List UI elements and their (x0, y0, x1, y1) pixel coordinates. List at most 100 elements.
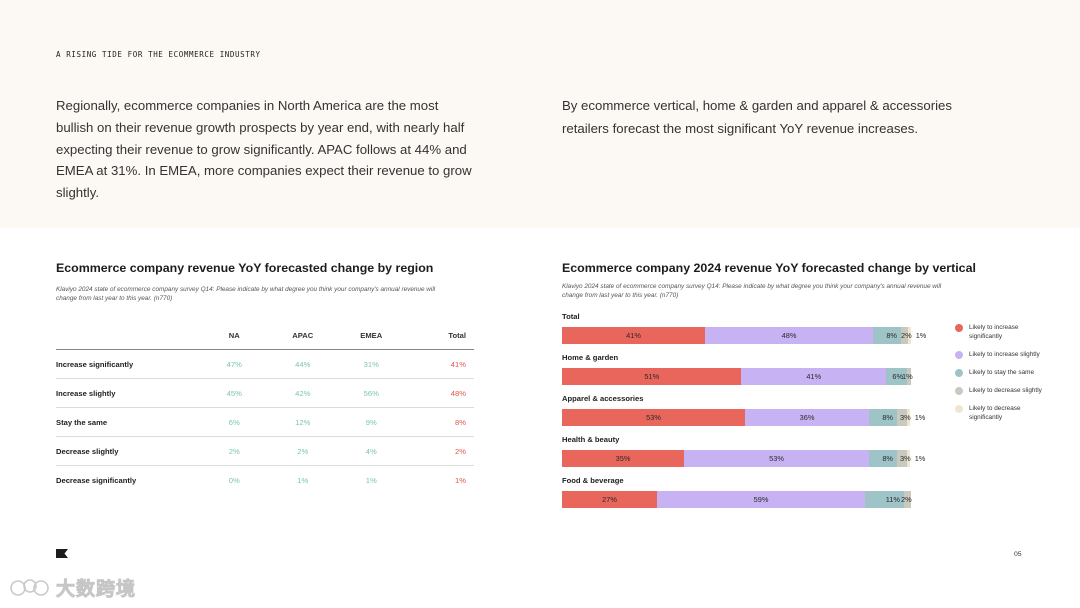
cell-value: 44% (295, 359, 311, 369)
bar-segment (904, 491, 911, 508)
cell-value: 12% (295, 417, 311, 427)
bar-segment: 8% (873, 327, 901, 344)
cell-value: 42% (295, 388, 311, 398)
bar-segment (897, 450, 907, 467)
legend-label: Likely to decrease slightly (969, 387, 1042, 394)
cell-total: 41% (450, 359, 466, 369)
watermark: 大数跨境 (8, 574, 136, 601)
row-label: Stay the same (56, 417, 108, 427)
column-header-apac: APAC (292, 331, 314, 340)
stacked-bar: 51% 41% 6% (562, 368, 911, 385)
page-number: 05 (1014, 551, 1022, 558)
table-row: Decrease slightly 2% 2% 4% 2% (56, 437, 474, 466)
intro-band (0, 0, 1080, 228)
table-row: Decrease significantly 0% 1% 1% 1% (56, 466, 474, 495)
bar-segment (907, 450, 910, 467)
bar-segment-label: 1% (914, 454, 926, 463)
legend-label: Likely to stay the same (969, 369, 1035, 376)
section-eyebrow: A RISING TIDE FOR THE ECOMMERCE INDUSTRY (56, 50, 261, 59)
column-header-emea: EMEA (360, 331, 383, 340)
bar-segment: 53% (684, 450, 869, 467)
legend-swatch (955, 351, 963, 359)
bar-segment-label: 2% (901, 331, 912, 340)
bar-segment: 36% (745, 409, 869, 426)
table-row: Increase significantly 47% 44% 31% 41% (56, 350, 474, 379)
watermark-logo-icon (10, 578, 49, 596)
column-header-na: NA (228, 331, 240, 340)
legend-label: Likely to decrease significantly (969, 405, 1021, 421)
cell-total: 48% (450, 388, 466, 398)
bar-segment: 53% (562, 409, 745, 426)
bar-group: Apparel & accessories 53% 36% 8% 3% 1% (562, 392, 952, 433)
cell-value: 2% (228, 446, 240, 456)
stacked-bar: 27% 59% 11% (562, 491, 911, 508)
watermark-text: 大数跨境 (56, 579, 137, 601)
bar-segment: 8% (869, 450, 897, 467)
legend-swatch (955, 324, 963, 332)
cell-value: 1% (297, 476, 309, 485)
legend-item: Likely to decrease slightly (955, 386, 1045, 395)
cell-value: 4% (365, 446, 377, 456)
bar-segment: 27% (562, 491, 657, 508)
intro-paragraph-region: Regionally, ecommerce companies in North… (56, 98, 472, 201)
bar-segment (908, 327, 911, 344)
bar-segment (907, 409, 910, 426)
category-label: Total (562, 312, 580, 321)
chart-legend: Likely to increase significantly Likely t… (955, 323, 1045, 431)
bar-segment: 41% (562, 327, 705, 344)
stacked-bar: 53% 36% 8% (562, 409, 911, 426)
cell-total: 2% (455, 446, 466, 456)
bar-segment: 51% (562, 368, 742, 385)
table-row: Increase slightly 45% 42% 56% 48% (56, 379, 474, 408)
small-segment-labels: 1% (902, 368, 917, 385)
cell-value: 0% (228, 476, 240, 485)
legend-swatch (955, 405, 963, 413)
table-row: Stay the same 6% 12% 9% 8% (56, 408, 474, 437)
stacked-bar: 41% 48% 8% (562, 327, 911, 344)
bar-segment-label: 2% (901, 495, 912, 504)
vertical-chart-title: Ecommerce company 2024 revenue YoY forec… (562, 261, 976, 275)
vertical-stacked-bar-chart: Total 41% 48% 8% 2% 1% Home & garden 51% 41% 6% 1%… (562, 310, 952, 515)
legend-item: Likely to increase slightly (955, 350, 1045, 359)
cell-value: 9% (365, 417, 377, 427)
bar-segment (897, 409, 907, 426)
cell-total: 8% (455, 417, 466, 427)
bar-segment-label: 1% (915, 331, 927, 340)
small-segment-labels: 3% 1% (900, 450, 925, 467)
category-label: Apparel & accessories (562, 394, 644, 403)
cell-value: 47% (226, 359, 242, 369)
bar-segment: 8% (869, 409, 897, 426)
category-label: Health & beauty (562, 435, 620, 444)
bar-segment: 48% (705, 327, 873, 344)
cell-value: 31% (363, 359, 379, 369)
legend-item: Likely to stay the same (955, 368, 1045, 377)
legend-swatch (955, 369, 963, 377)
legend-label: Likely to increase significantly (969, 324, 1019, 340)
bar-group: Total 41% 48% 8% 2% 1% (562, 310, 952, 351)
cell-value: 1% (365, 476, 377, 485)
region-table-header: NA APAC EMEA Total (56, 322, 474, 350)
stacked-bar: 35% 53% 8% (562, 450, 911, 467)
bar-segment: 6% (886, 368, 908, 385)
cell-value: 45% (226, 388, 242, 398)
region-table: NA APAC EMEA Total Increase significantl… (56, 322, 474, 495)
bar-segment (907, 368, 911, 385)
vertical-chart-note: Klaviyo 2024 state of ecommerce company … (562, 283, 942, 299)
bar-segment-label: 1% (902, 372, 913, 381)
column-header-total: Total (448, 331, 466, 340)
small-segment-labels: 2% (901, 491, 916, 508)
category-label: Home & garden (562, 353, 619, 362)
small-segment-labels: 2% 1% (901, 327, 926, 344)
bar-segment: 41% (741, 368, 887, 385)
legend-item: Likely to decrease significantly (955, 404, 1045, 422)
legend-swatch (955, 387, 963, 395)
small-segment-labels: 3% 1% (900, 409, 925, 426)
bar-segment: 11% (865, 491, 904, 508)
bar-group: Home & garden 51% 41% 6% 1% (562, 351, 952, 392)
cell-value: 6% (228, 417, 240, 427)
bar-segment: 59% (657, 491, 865, 508)
cell-total: 1% (455, 476, 466, 485)
legend-label: Likely to increase slightly (969, 351, 1040, 358)
bar-segment: 35% (562, 450, 684, 467)
klaviyo-flag-icon (56, 549, 68, 558)
